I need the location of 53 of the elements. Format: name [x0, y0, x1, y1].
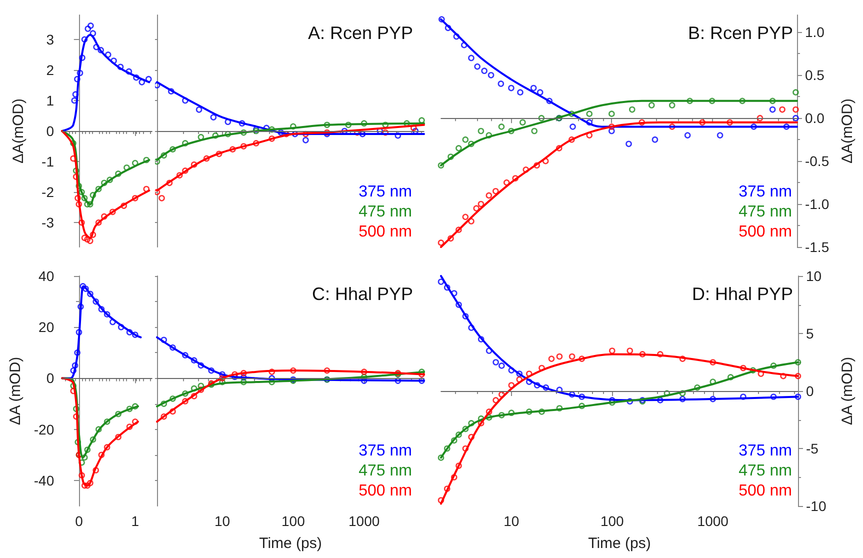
text: 500 nm: [738, 482, 792, 500]
chart-title: D: Hhal PYP: [692, 284, 794, 304]
text: 375 nm: [358, 184, 412, 200]
x-tick-label: 1000: [697, 513, 729, 529]
text: 375 nm: [358, 442, 412, 460]
y-tick-label: 3: [46, 31, 54, 48]
text: 475 nm: [738, 462, 792, 480]
x-tick-label: 100: [600, 513, 624, 529]
y-tick-label: 1: [46, 92, 54, 108]
x-tick-label: 100: [282, 513, 306, 529]
y2-axis-title: ΔA(mOD): [839, 98, 856, 164]
x-tick-label: 1: [131, 513, 140, 529]
y2-tick-label: 5: [806, 326, 814, 342]
y2-tick-label: -1.5: [804, 239, 830, 255]
y2-tick-label: -10: [806, 498, 826, 514]
y2-axis-title: ΔA (mOD): [839, 356, 856, 426]
y2-tick-label: -0.5: [804, 153, 830, 170]
chart-title: B: Rcen PYP: [688, 23, 793, 43]
text: 375 nm: [738, 442, 792, 460]
text: 475 nm: [738, 204, 792, 220]
y-tick-label: -1: [42, 154, 54, 170]
text: 475 nm: [358, 204, 412, 220]
y-axis-title: ΔA (mOD): [7, 356, 24, 426]
text: 375 nm: [738, 184, 792, 200]
text: 500 nm: [738, 224, 792, 240]
chart-title: A: Rcen PYP: [308, 23, 413, 43]
y-tick-label: -40: [34, 472, 54, 488]
y2-tick-label: 0.5: [804, 67, 825, 84]
x-axis-title: Time (ps): [259, 535, 322, 552]
x-tick-label: 10: [214, 513, 230, 529]
y-tick-label: -2: [42, 184, 54, 200]
text: 500 nm: [358, 482, 412, 500]
y-tick-label: 40: [38, 268, 54, 284]
y-tick-label: -20: [34, 421, 54, 438]
y2-tick-label: -5: [806, 440, 819, 456]
y-tick-label: 2: [46, 62, 54, 78]
text: 475 nm: [358, 462, 412, 480]
y2-tick-label: -1.0: [804, 196, 830, 212]
x-tick-label: 0: [75, 513, 84, 529]
x-tick-label: 10: [504, 513, 520, 529]
y-tick-label: 0: [46, 370, 54, 386]
y2-tick-label: 0.0: [804, 110, 825, 126]
y2-tick-label: 1.0: [804, 24, 825, 40]
chart-title: C: Hhal PYP: [312, 284, 414, 304]
y-tick-label: 0: [46, 123, 54, 139]
y-axis-title: ΔA(mOD): [10, 98, 27, 164]
x-axis-title: Time (ps): [588, 535, 651, 552]
text: 500 nm: [358, 224, 412, 240]
y-tick-label: -3: [42, 214, 54, 231]
y2-tick-label: 10: [806, 268, 822, 284]
y2-tick-label: 0: [806, 383, 814, 399]
y-tick-label: 20: [38, 319, 54, 336]
x-tick-label: 1000: [348, 513, 380, 529]
